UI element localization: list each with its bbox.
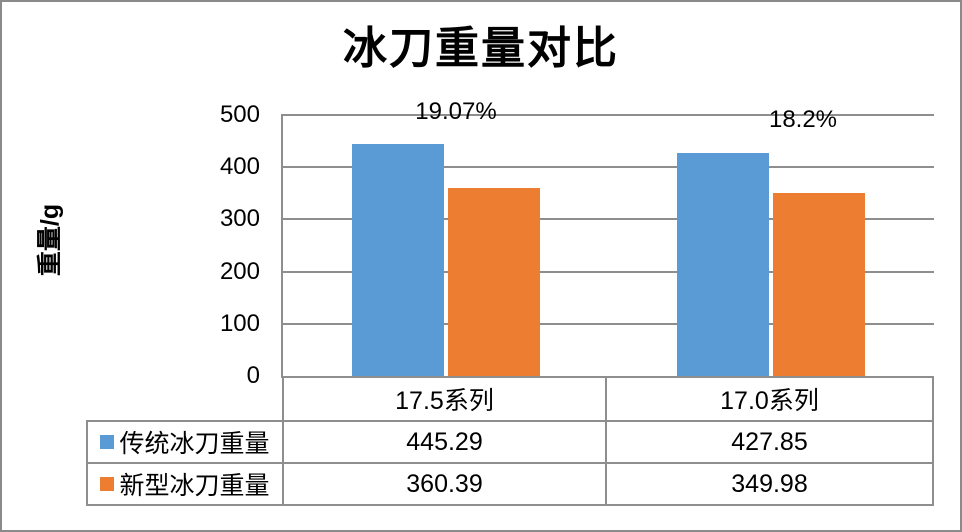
legend-cell-traditional: 传统冰刀重量	[86, 420, 284, 464]
gridline	[283, 322, 934, 325]
y-tick-label: 500	[219, 101, 260, 128]
value-new-17-5: 360.39	[282, 462, 607, 506]
category-header-row: 17.5系列 17.0系列	[87, 376, 934, 422]
legend-swatch-traditional-icon	[100, 435, 115, 449]
percent-annotation: 18.2%	[768, 106, 838, 133]
y-tick-label: 0	[246, 362, 260, 389]
legend-swatch-new-icon	[100, 477, 115, 491]
data-table: 17.5系列 17.0系列 传统冰刀重量 445.29 427.85 新型冰	[86, 376, 934, 506]
table-corner-blank	[87, 377, 283, 421]
bar-传统冰刀重量-17.5系列	[352, 144, 444, 376]
value-traditional-17-0: 427.85	[605, 420, 934, 464]
y-tick-label: 400	[219, 153, 260, 181]
category-label-17-5: 17.5系列	[282, 376, 607, 422]
y-tick-label: 300	[219, 205, 260, 233]
value-traditional-17-5: 445.29	[282, 420, 607, 464]
bar-新型冰刀重量-17.0系列	[773, 193, 865, 376]
category-label-17-0: 17.0系列	[605, 376, 934, 422]
series-name-traditional: 传统冰刀重量	[119, 430, 270, 458]
gridline	[283, 114, 934, 116]
y-tick-label: 100	[219, 309, 260, 337]
series-row-traditional: 传统冰刀重量 445.29 427.85	[86, 420, 934, 464]
gridline	[283, 166, 934, 169]
bar-传统冰刀重量-17.0系列	[677, 153, 769, 376]
y-tick-label: 200	[219, 257, 260, 285]
y-axis-title: 重量/g	[36, 203, 64, 277]
plot-area	[281, 114, 934, 378]
series-row-new: 新型冰刀重量 360.39 349.98	[86, 462, 934, 506]
legend-cell-new: 新型冰刀重量	[86, 462, 284, 506]
gridline	[283, 270, 934, 273]
gridline	[283, 218, 934, 221]
bar-新型冰刀重量-17.5系列	[448, 188, 540, 376]
percent-annotation: 19.07%	[415, 98, 497, 125]
chart-title: 冰刀重量对比	[343, 23, 619, 74]
value-new-17-0: 349.98	[605, 462, 934, 506]
series-name-new: 新型冰刀重量	[119, 472, 270, 500]
